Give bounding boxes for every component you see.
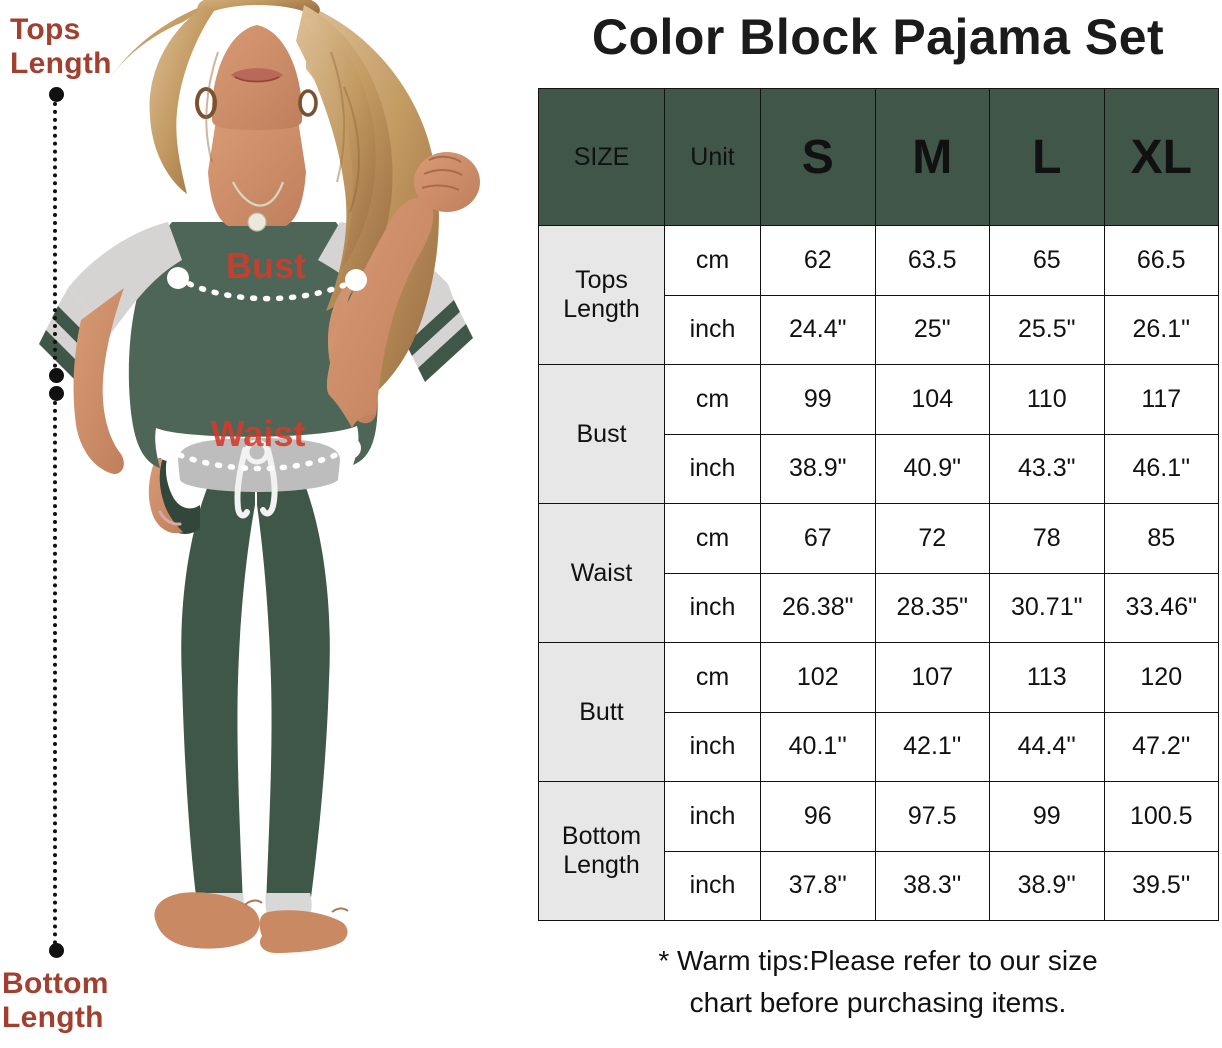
svg-text:Waist: Waist — [211, 413, 306, 454]
svg-text:Bust: Bust — [226, 245, 306, 286]
